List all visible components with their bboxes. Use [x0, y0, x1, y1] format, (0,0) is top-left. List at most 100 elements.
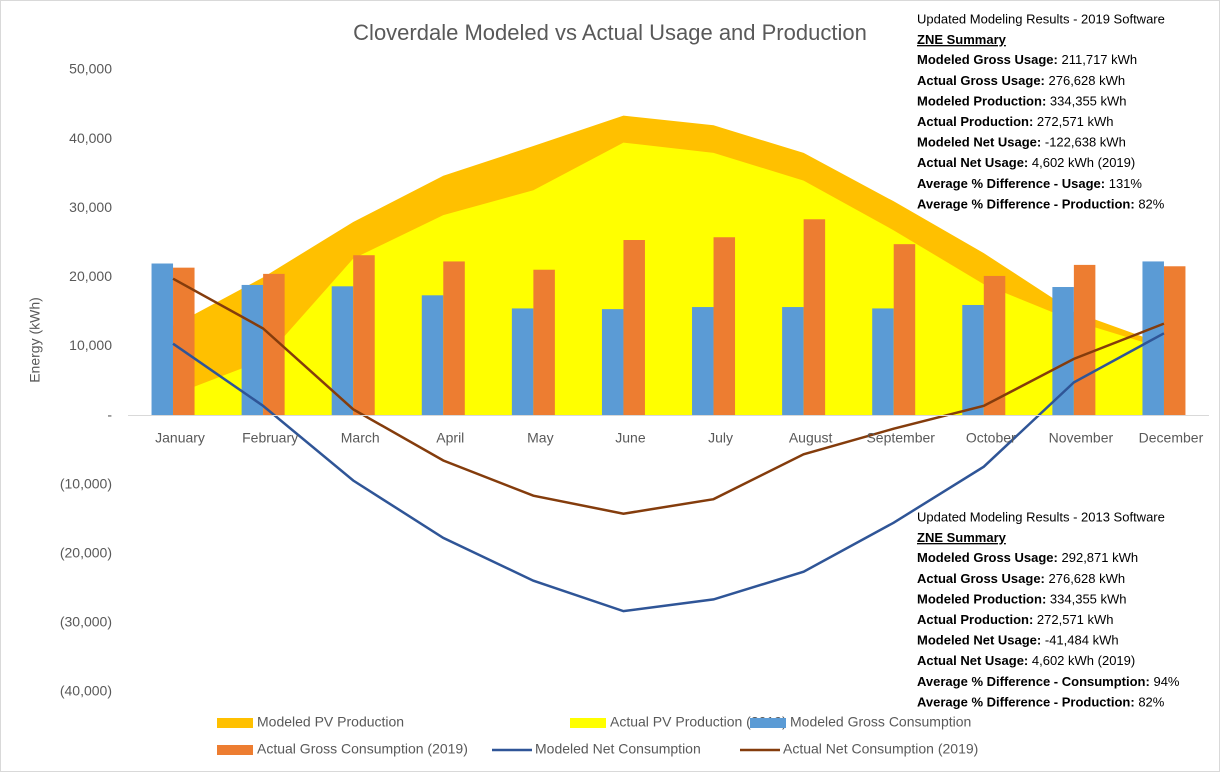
bar: [511, 308, 534, 416]
x-tick-label: September: [866, 429, 935, 445]
bar: [1073, 264, 1096, 416]
bar: [782, 307, 804, 416]
legend-swatch: [750, 718, 786, 728]
plot-area: [128, 115, 1209, 613]
annotation-line: Modeled Gross Usage: 292,871 kWh: [917, 551, 1138, 566]
annotation-value: 131%: [1109, 176, 1143, 191]
line: [172, 332, 1165, 613]
bar: [263, 273, 285, 416]
annotation-label: Actual Gross Usage:: [917, 571, 1045, 586]
bar: [241, 284, 264, 416]
y-tick-label: 30,000: [69, 199, 112, 215]
bar: [893, 244, 916, 416]
chart-title: Cloverdale Modeled vs Actual Usage and P…: [353, 20, 867, 45]
annotation-value: 334,355 kWh: [1050, 94, 1127, 109]
annotation-line: Average % Difference - Consumption: 94%: [917, 674, 1180, 689]
y-tick-label: -: [107, 406, 112, 422]
annotation-line: Actual Gross Usage: 276,628 kWh: [917, 571, 1125, 586]
bar: [533, 269, 555, 416]
annotation-label: Actual Production:: [917, 612, 1033, 627]
y-axis-title: Energy (kWh): [27, 297, 43, 383]
bar: [421, 295, 444, 416]
annotation-line: Modeled Production: 334,355 kWh: [917, 94, 1127, 109]
x-tick-label: October: [966, 429, 1016, 445]
y-tick-label: 10,000: [69, 337, 112, 353]
legend-swatch: [217, 718, 253, 728]
annotation-label: Actual Gross Usage:: [917, 73, 1045, 88]
annotation-label: Modeled Production:: [917, 592, 1046, 607]
bar: [962, 304, 984, 416]
bar: [353, 255, 375, 416]
y-tick-label: 50,000: [69, 61, 112, 77]
y-tick-label: (40,000): [60, 683, 112, 699]
bar: [623, 240, 645, 416]
bar: [1052, 287, 1074, 416]
y-tick-label: (10,000): [60, 475, 112, 491]
annotation-line: Modeled Production: 334,355 kWh: [917, 592, 1127, 607]
legend-swatch: [570, 718, 606, 728]
annotation-value: 211,717 kWh: [1062, 53, 1138, 68]
annotation-line: Modeled Gross Usage: 211,717 kWh: [917, 53, 1137, 68]
y-tick-label: 20,000: [69, 268, 112, 284]
x-tick-label: December: [1139, 429, 1204, 445]
legend-label: Actual Net Consumption (2019): [783, 741, 978, 757]
annotation-heading: ZNE Summary: [917, 530, 1007, 545]
x-tick-label: August: [789, 429, 833, 445]
annotation-line: Actual Net Usage: 4,602 kWh (2019): [917, 156, 1135, 171]
legend-label: Modeled PV Production: [257, 714, 404, 730]
annotation-title: Updated Modeling Results - 2013 Software: [917, 509, 1165, 524]
y-tick-label: (20,000): [60, 544, 112, 560]
bar: [803, 219, 826, 416]
annotation-label: Modeled Net Usage:: [917, 135, 1041, 150]
bar: [443, 261, 465, 416]
annotation-label: Modeled Net Usage:: [917, 633, 1041, 648]
annotation-label: Modeled Gross Usage:: [917, 551, 1058, 566]
legend-label: Modeled Gross Consumption: [790, 714, 971, 730]
annotation-value: 276,628 kWh: [1049, 571, 1126, 586]
x-tick-label: April: [436, 429, 464, 445]
x-tick-label: June: [615, 429, 646, 445]
annotation-line: Actual Production: 272,571 kWh: [917, 612, 1114, 627]
x-tick-label: May: [527, 429, 553, 445]
x-tick-label: July: [708, 429, 733, 445]
annotation-value: 276,628 kWh: [1049, 73, 1126, 88]
annotation-line: Average % Difference - Production: 82%: [917, 695, 1165, 710]
annotation-label: Average % Difference - Consumption:: [917, 674, 1150, 689]
bar: [601, 309, 624, 416]
annotation-value: 4,602 kWh (2019): [1032, 156, 1135, 171]
y-tick-label: 40,000: [69, 130, 112, 146]
bar: [331, 286, 354, 416]
legend-label: Actual PV Production (2019): [610, 714, 787, 730]
x-tick-label: March: [341, 429, 380, 445]
annotation-line: Modeled Net Usage: -41,484 kWh: [917, 633, 1119, 648]
annotation-line: Average % Difference - Usage: 131%: [917, 176, 1142, 191]
annotation-label: Actual Net Usage:: [917, 156, 1028, 171]
annotation-value: -41,484 kWh: [1045, 633, 1119, 648]
annotation-line: Actual Gross Usage: 276,628 kWh: [917, 73, 1125, 88]
legend-label: Modeled Net Consumption: [535, 741, 701, 757]
y-tick-label: (30,000): [60, 614, 112, 630]
annotation-label: Average % Difference - Production:: [917, 197, 1135, 212]
line: [172, 277, 1165, 515]
legend-swatch: [217, 745, 253, 755]
annotation-label: Average % Difference - Usage:: [917, 176, 1105, 191]
annotation-value: 292,871 kWh: [1062, 551, 1139, 566]
bar: [1163, 266, 1186, 416]
area: [173, 142, 1164, 416]
annotation-value: 4,602 kWh (2019): [1032, 654, 1135, 669]
annotation-line: Actual Net Usage: 4,602 kWh (2019): [917, 654, 1135, 669]
annotation-label: Actual Production:: [917, 114, 1033, 129]
annotation-value: -122,638 kWh: [1045, 135, 1126, 150]
bar: [692, 307, 714, 416]
annotation-label: Modeled Gross Usage:: [917, 53, 1058, 68]
bar: [872, 308, 894, 416]
legend-label: Actual Gross Consumption (2019): [257, 741, 468, 757]
bar: [713, 237, 736, 416]
annotation-value: 94%: [1153, 674, 1179, 689]
x-tick-label: February: [242, 429, 298, 445]
bar: [983, 275, 1006, 416]
annotation-label: Modeled Production:: [917, 94, 1046, 109]
annotation-heading: ZNE Summary: [917, 32, 1007, 47]
annotation-value: 82%: [1138, 197, 1164, 212]
